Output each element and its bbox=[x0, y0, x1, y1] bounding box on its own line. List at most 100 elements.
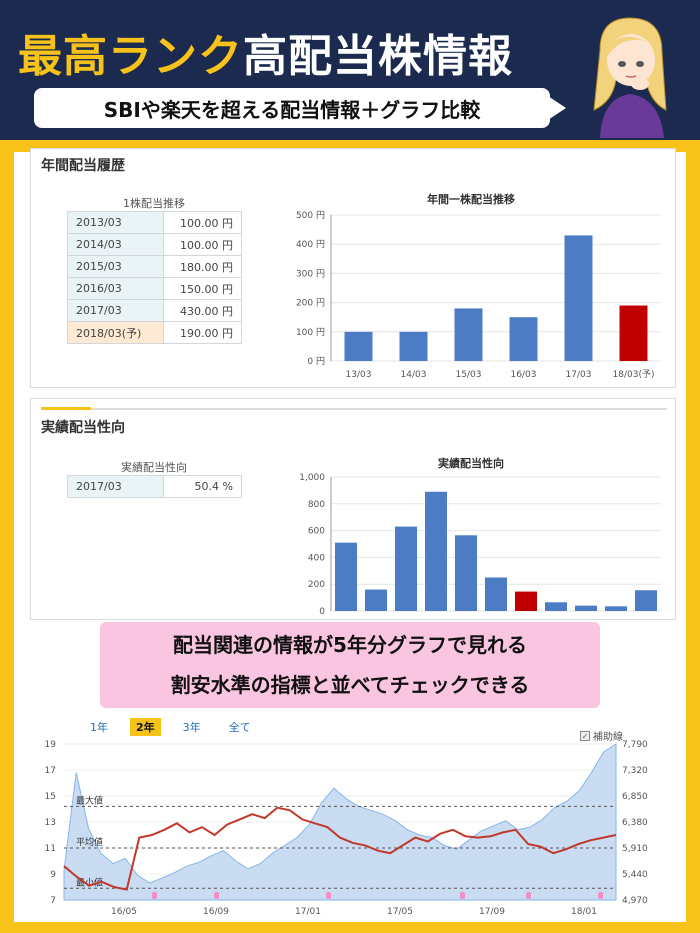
bar bbox=[485, 577, 507, 611]
dividend-marker bbox=[526, 892, 531, 899]
x-tick-label: 13/03 bbox=[346, 370, 372, 380]
bar bbox=[619, 305, 648, 361]
x-tick-label: 16/09 bbox=[203, 907, 229, 917]
table-row: 2015/03 180.00 円 bbox=[67, 255, 242, 278]
payout-table-caption: 実績配当性向 bbox=[121, 461, 187, 474]
dividend-table: 2013/03 100.00 円 2014/03 100.00 円 2015/03 180… bbox=[67, 211, 242, 344]
dividend-table-caption: 1株配当推移 bbox=[123, 197, 185, 210]
y-tick-label: 200 円 bbox=[296, 298, 325, 309]
row-value: 180.00 円 bbox=[163, 255, 242, 278]
y-right-tick-label: 7,320 bbox=[622, 766, 648, 776]
row-year: 2014/03 bbox=[67, 233, 164, 256]
callout-line-2: 割安水準の指標と並べてチェックできる bbox=[170, 673, 530, 697]
bar bbox=[399, 331, 428, 361]
header-banner: 最高ランク高配当株情報 SBIや楽天を超える配当情報＋グラフ比較 bbox=[0, 0, 700, 140]
row-year: 2016/03 bbox=[67, 277, 164, 300]
y-right-tick-label: 7,790 bbox=[622, 740, 648, 750]
y-left-tick-label: 17 bbox=[45, 766, 56, 776]
x-tick-label: 15/03 bbox=[456, 370, 482, 380]
checkbox-icon[interactable]: ✓ bbox=[580, 730, 590, 741]
dividend-marker bbox=[598, 892, 603, 899]
y-right-tick-label: 6,380 bbox=[622, 818, 648, 828]
x-tick-label: 16/03 bbox=[511, 370, 537, 380]
title-highlight: 最高ランク bbox=[18, 31, 243, 82]
dividend-chart-title: 年間一株配当推移 bbox=[427, 193, 515, 206]
row-year: 2015/03 bbox=[67, 255, 164, 278]
y-tick-label: 500 円 bbox=[296, 210, 325, 221]
bar bbox=[455, 535, 477, 611]
y-left-tick-label: 11 bbox=[45, 844, 56, 854]
payout-title: 実績配当性向 bbox=[41, 420, 125, 436]
y-tick-label: 600 bbox=[308, 527, 325, 537]
y-right-tick-label: 4,970 bbox=[622, 896, 648, 906]
table-row: 2016/03 150.00 円 bbox=[67, 277, 242, 300]
y-tick-label: 400 bbox=[308, 553, 325, 563]
ref-line-label: 平均値 bbox=[76, 836, 103, 848]
indicator-line bbox=[63, 806, 617, 891]
page-title: 最高ランク高配当株情報 bbox=[18, 20, 513, 84]
y-tick-label: 0 bbox=[319, 607, 325, 617]
bar bbox=[545, 602, 567, 611]
row-value: 100.00 円 bbox=[163, 233, 242, 256]
bar bbox=[425, 491, 447, 611]
row-value: 100.00 円 bbox=[163, 211, 242, 234]
y-tick-label: 200 bbox=[308, 580, 325, 590]
ref-line-label: 最大値 bbox=[76, 794, 103, 806]
row-year: 2018/03(予) bbox=[67, 321, 164, 344]
table-row: 2014/03 100.00 円 bbox=[67, 233, 242, 256]
y-right-tick-label: 5,910 bbox=[622, 844, 648, 854]
payout-value: 50.4 % bbox=[163, 475, 242, 498]
bar bbox=[365, 589, 387, 611]
bar bbox=[335, 542, 357, 611]
bubble-tail bbox=[548, 96, 566, 120]
x-tick-label: 18/01 bbox=[571, 907, 597, 917]
bar bbox=[395, 526, 417, 611]
callout-box: 配当関連の情報が5年分グラフで見れる 割安水準の指標と並べてチェックできる bbox=[100, 622, 600, 708]
aux-line-toggle[interactable]: ✓ 補助線 bbox=[580, 728, 623, 743]
bar bbox=[509, 317, 538, 361]
dividend-marker bbox=[152, 892, 157, 899]
callout-line-1: 配当関連の情報が5年分グラフで見れる bbox=[173, 633, 527, 657]
payout-table: 2017/03 50.4 % bbox=[67, 475, 242, 498]
dividend-marker bbox=[460, 892, 465, 899]
bar bbox=[344, 331, 373, 361]
bar bbox=[605, 606, 627, 611]
payout-year: 2017/03 bbox=[67, 475, 164, 498]
x-tick-label: 17/05 bbox=[387, 907, 413, 917]
tab-period[interactable]: 3年 bbox=[182, 721, 201, 734]
tab-period[interactable]: 1年 bbox=[90, 721, 108, 734]
y-right-tick-label: 6,850 bbox=[622, 792, 648, 802]
table-row: 2017/03 430.00 円 bbox=[67, 299, 242, 322]
section-divider bbox=[91, 408, 667, 410]
subtitle-bubble: SBIや楽天を超える配当情報＋グラフ比較 bbox=[32, 86, 552, 130]
y-tick-label: 1,000 bbox=[299, 473, 325, 483]
y-tick-label: 0 円 bbox=[307, 356, 325, 367]
payout-bar-chart: 0 200 400 600 800 1,000 bbox=[299, 473, 661, 617]
table-row: 2017/03 50.4 % bbox=[67, 475, 242, 498]
bar bbox=[575, 605, 597, 611]
y-left-tick-label: 15 bbox=[45, 792, 56, 802]
annual-dividend-panel: 年間配当履歴 1株配当推移 2013/03 100.00 円 2014/03 100.… bbox=[30, 148, 676, 388]
bar bbox=[515, 591, 537, 611]
tab-period[interactable]: 全て bbox=[228, 721, 251, 734]
section-accent bbox=[41, 407, 91, 410]
x-tick-label: 14/03 bbox=[401, 370, 427, 380]
bar bbox=[635, 590, 657, 611]
dividend-marker bbox=[214, 892, 219, 899]
payout-chart-title: 実績配当性向 bbox=[438, 457, 504, 470]
price-line-chart: 7 4,970 9 5,440 11 5,910 13 6,380 15 6,850 17 7,320… bbox=[45, 740, 648, 917]
table-row: 2013/03 100.00 円 bbox=[67, 211, 242, 234]
y-right-tick-label: 5,440 bbox=[622, 870, 648, 880]
x-tick-label: 17/01 bbox=[295, 907, 321, 917]
title-rest: 高配当株情報 bbox=[243, 31, 513, 82]
aux-line-label: 補助線 bbox=[593, 732, 623, 743]
x-tick-label: 17/09 bbox=[479, 907, 505, 917]
y-left-tick-label: 9 bbox=[50, 870, 56, 880]
dividend-bar-chart: 0 円 100 円 200 円 300 円 400 円 500 円 13/03 14/03 15… bbox=[296, 210, 661, 380]
tab-period[interactable]: 2年 bbox=[130, 718, 161, 736]
annual-dividend-title: 年間配当履歴 bbox=[41, 158, 125, 174]
character-avatar-icon bbox=[593, 17, 667, 138]
period-tabs: 1年 2年 3年 全て bbox=[84, 718, 257, 736]
y-left-tick-label: 19 bbox=[45, 740, 57, 750]
y-left-tick-label: 13 bbox=[45, 818, 56, 828]
